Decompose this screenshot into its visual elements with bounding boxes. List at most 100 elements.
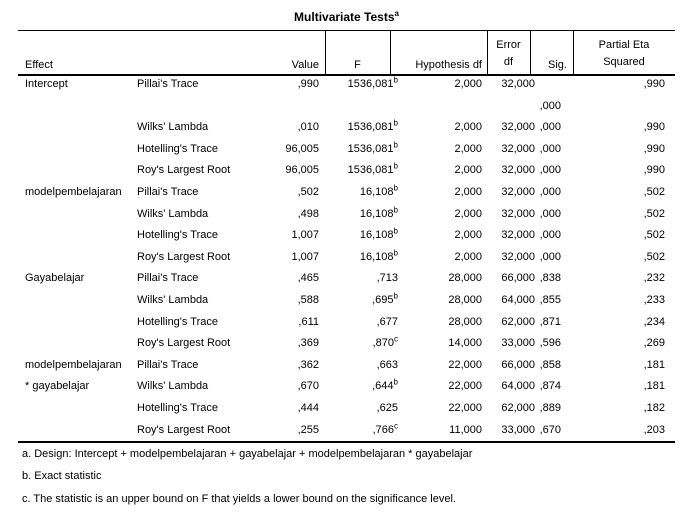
cell-f: 1536,081b (347, 118, 398, 134)
cell-f: ,625 (376, 401, 398, 414)
cell-error-df: 33,000 (501, 423, 535, 436)
cell-f: ,766c (372, 420, 398, 436)
table-row: Roy's Largest Root ,369 ,870c 14,000 33,000,… (18, 333, 675, 355)
column-header-partial-eta-squared: Partial Eta Squared (573, 37, 675, 71)
table-row: Roy's Largest Root 1,007 16,108b 2,000 32,00… (18, 247, 675, 269)
cell-statistic: Hotelling's Trace (137, 315, 218, 328)
cell-sig: ,000 (539, 121, 561, 134)
cell-value: ,465 (297, 272, 319, 285)
cell-statistic: Wilks' Lambda (137, 207, 209, 220)
cell-hypothesis-df: 2,000 (454, 164, 482, 177)
cell-partial-eta: ,181 (643, 380, 665, 393)
table-body: Intercept Pillai's Trace ,990 1536,081b 2,00… (18, 74, 675, 444)
cell-f (319, 96, 398, 118)
footnote-marker-sup: b (393, 140, 398, 150)
cell-hypothesis-df: 2,000 (454, 78, 482, 90)
cell-effect (18, 139, 137, 161)
header-divider-f-hypdf (390, 31, 391, 74)
cell-partial-eta: ,182 (643, 401, 665, 414)
column-header-pes-line2: Squared (603, 56, 645, 68)
cell-statistic: Wilks' Lambda (137, 380, 209, 393)
footnote-marker-sup: b (393, 161, 398, 171)
cell-sig: ,000 (539, 164, 561, 177)
page-title: Multivariate Testsa (18, 8, 675, 26)
cell-hypothesis-df: 22,000 (448, 401, 482, 414)
footnote-marker-sup: b (393, 291, 398, 301)
cell-hypothesis-df: 2,000 (454, 229, 482, 242)
cell-effect (18, 312, 137, 334)
footnote-marker-sup: b (393, 377, 398, 387)
column-header-error-df: Error df (487, 37, 530, 71)
table-row: Gayabelajar Pillai's Trace ,465 ,713 28,000 6… (18, 268, 675, 290)
cell-value: ,444 (297, 401, 319, 414)
cell-hypothesis-df: 28,000 (448, 315, 482, 328)
cell-hypothesis-df: 2,000 (454, 185, 482, 198)
footnote-a: a. Design: Intercept + modelpembelajaran… (22, 448, 473, 460)
cell-statistic: Pillai's Trace (137, 185, 199, 198)
table-title-text: Multivariate Tests (294, 10, 395, 24)
cell-value: ,502 (297, 185, 319, 198)
cell-hypothesis-df: 22,000 (448, 380, 482, 393)
cell-f: 1536,081b (347, 75, 398, 90)
column-header-effect: Effect (25, 59, 53, 71)
cell-partial-eta: ,990 (643, 142, 665, 155)
cell-f: 16,108b (359, 183, 398, 198)
cell-sig: ,871 (539, 315, 561, 328)
cell-f: 1536,081b (347, 161, 398, 177)
cell-value: ,010 (297, 121, 319, 134)
cell-error-df: 62,000 (501, 315, 535, 328)
table-row: Wilks' Lambda ,588 ,695b 28,000 64,000 ,855 ,2… (18, 290, 675, 312)
cell-error-df: 32,000 (501, 185, 535, 198)
cell-sig: ,000 (539, 142, 561, 155)
header-divider-sig-pes (573, 31, 574, 74)
cell-partial-eta: ,203 (643, 423, 665, 436)
cell-hypothesis-df: 28,000 (448, 293, 482, 306)
column-header-sig: Sig. (548, 59, 567, 71)
cell-hypothesis-df: 28,000 (448, 272, 482, 285)
cell-statistic: Wilks' Lambda (137, 293, 209, 306)
cell-partial-eta: ,233 (643, 293, 665, 306)
cell-statistic: Hotelling's Trace (137, 401, 218, 414)
cell-error-df: 62,000 (501, 401, 535, 414)
cell-error-df: 32,000 (501, 121, 535, 134)
cell-statistic: Pillai's Trace (137, 78, 199, 90)
cell-partial-eta: ,269 (643, 337, 665, 350)
cell-sig: ,000 (539, 99, 561, 112)
cell-value: 96,005 (285, 164, 319, 177)
cell-effect: modelpembelajaran (25, 185, 122, 198)
table-row: Roy's Largest Root ,255 ,766c 11,000 33,000,… (18, 420, 675, 442)
table-row: Roy's Largest Root 96,005 1536,081b 2,000 32… (18, 160, 675, 182)
cell-effect: Intercept (25, 78, 68, 90)
footnote-marker-sup: b (393, 75, 398, 85)
column-header-hypothesis-df: Hypothesis df (415, 59, 482, 71)
table-row-sig-wrap: ,000 (18, 96, 675, 118)
cell-effect (18, 398, 137, 420)
cell-f: 1536,081b (347, 140, 398, 155)
cell-hypothesis-df (398, 96, 482, 118)
cell-f: ,695b (372, 291, 398, 306)
cell-statistic (137, 96, 250, 118)
cell-sig: ,000 (539, 207, 561, 220)
cell-value: ,670 (297, 380, 319, 393)
column-header-pes-line1: Partial Eta (598, 39, 650, 51)
cell-sig: ,858 (539, 358, 561, 371)
cell-f: 16,108b (359, 226, 398, 242)
cell-value: ,498 (297, 207, 319, 220)
cell-value: 1,007 (291, 229, 319, 242)
footnote-marker-sup: c (394, 334, 398, 344)
cell-partial-eta: ,234 (643, 315, 665, 328)
table-row: Hotelling's Trace ,611 ,677 28,000 62,000 ,87… (18, 312, 675, 334)
table-row: modelpembelajaran Pillai's Trace ,502 16,10… (18, 182, 675, 204)
table-row: Intercept Pillai's Trace ,990 1536,081b 2,00… (18, 74, 675, 96)
cell-value: ,255 (297, 423, 319, 436)
cell-error-df: 64,000 (501, 380, 535, 393)
cell-f: 16,108b (359, 248, 398, 263)
cell-hypothesis-df: 2,000 (454, 250, 482, 263)
cell-f: 16,108b (359, 204, 398, 220)
cell-sig: ,874 (539, 380, 561, 393)
cell-partial-eta: ,502 (643, 229, 665, 242)
cell-value: ,588 (297, 293, 319, 306)
cell-partial-eta: ,990 (643, 78, 665, 90)
footnote-c: c. The statistic is an upper bound on F … (22, 493, 456, 505)
